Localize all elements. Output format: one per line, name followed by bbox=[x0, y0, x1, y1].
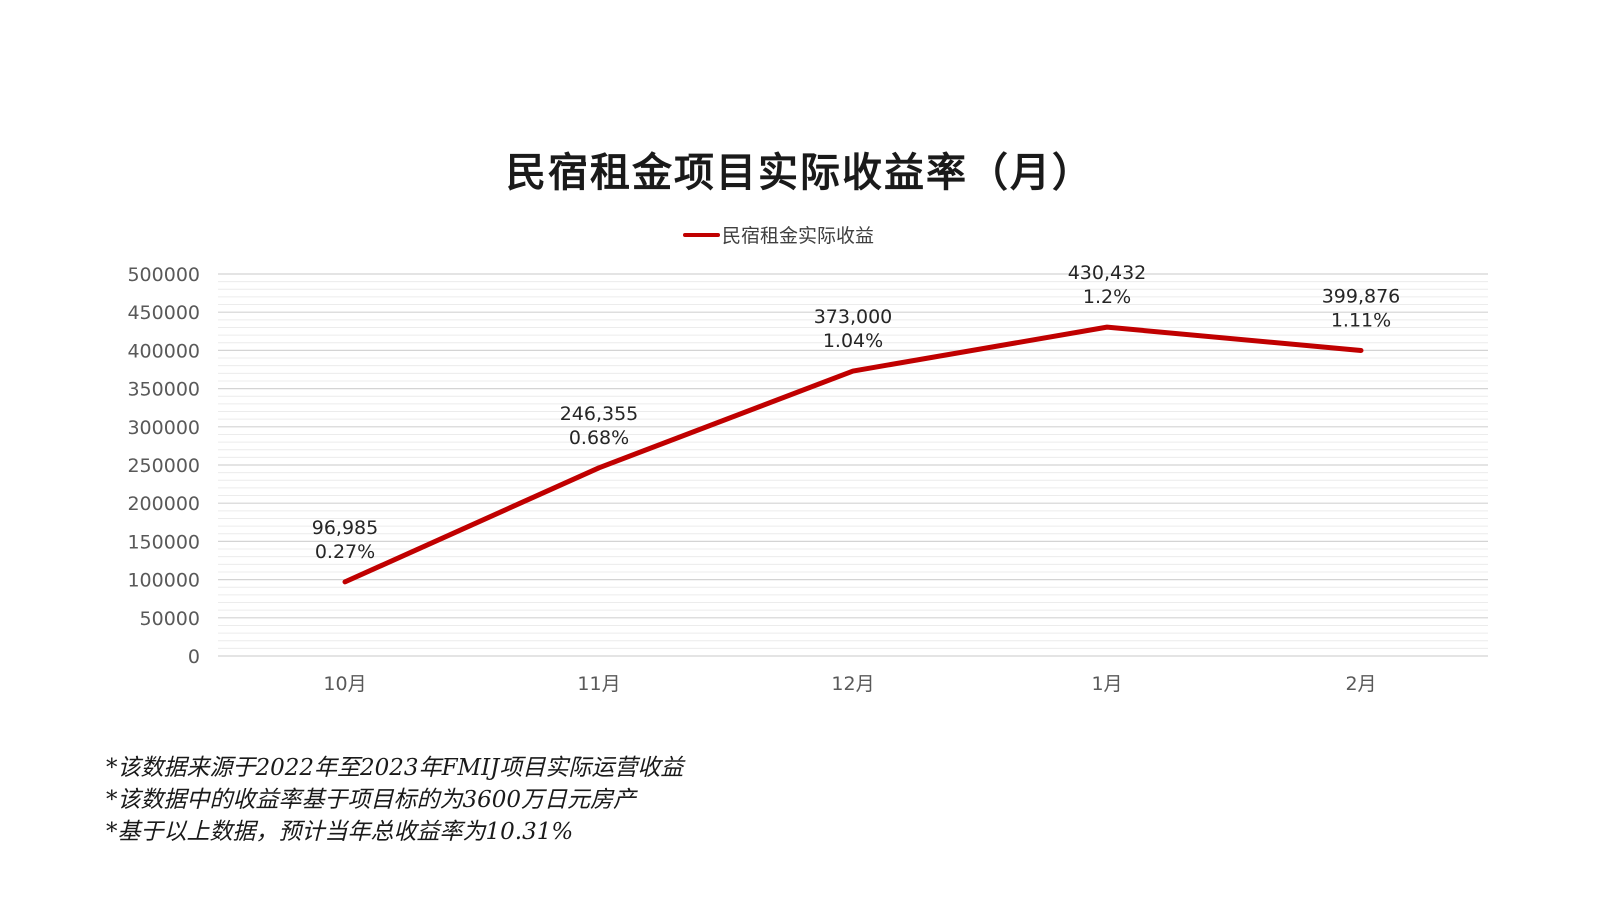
y-tick-label: 200000 bbox=[127, 493, 200, 515]
x-tick-label: 11月 bbox=[577, 673, 620, 695]
y-tick-label: 0 bbox=[188, 646, 200, 668]
y-tick-label: 400000 bbox=[127, 340, 200, 362]
data-label-value: 246,355 bbox=[560, 403, 639, 425]
data-label-rate: 1.2% bbox=[1083, 286, 1131, 308]
footnote-source: *该数据来源于2022年至2023年FMIJ项目实际运营收益 bbox=[106, 755, 684, 781]
y-axis-ticks: 0 50000 100000 150000 200000 250000 300000 3500… bbox=[127, 264, 200, 668]
data-label-rate: 0.68% bbox=[569, 427, 629, 449]
x-tick-label: 1月 bbox=[1091, 673, 1122, 695]
x-tick-label: 2月 bbox=[1345, 673, 1376, 695]
chart-legend: 民宿租金实际收益 bbox=[683, 225, 874, 247]
data-label-rate: 1.11% bbox=[1331, 309, 1391, 331]
y-tick-label: 500000 bbox=[127, 264, 200, 286]
footnotes: *该数据来源于2022年至2023年FMIJ项目实际运营收益 *该数据中的收益率… bbox=[106, 752, 683, 848]
data-label-rate: 0.27% bbox=[315, 541, 375, 563]
x-axis-ticks: 10月 11月 12月 1月 2月 bbox=[323, 673, 1376, 695]
footnote-basis: *该数据中的收益率基于项目标的为3600万日元房产 bbox=[106, 787, 637, 813]
y-tick-label: 100000 bbox=[127, 570, 200, 592]
legend-label: 民宿租金实际收益 bbox=[722, 225, 874, 247]
y-tick-label: 50000 bbox=[140, 608, 200, 630]
grid-layer bbox=[218, 273, 1488, 657]
y-tick-label: 350000 bbox=[127, 379, 200, 401]
data-label-value: 96,985 bbox=[312, 517, 378, 539]
series-line bbox=[342, 324, 1364, 585]
x-tick-label: 12月 bbox=[831, 673, 874, 695]
y-tick-label: 450000 bbox=[127, 302, 200, 324]
series-layer bbox=[342, 324, 1364, 585]
data-label-value: 399,876 bbox=[1322, 285, 1401, 307]
y-tick-label: 300000 bbox=[127, 417, 200, 439]
data-label-rate: 1.04% bbox=[823, 330, 883, 352]
data-label-value: 373,000 bbox=[814, 306, 893, 328]
y-tick-label: 250000 bbox=[127, 455, 200, 477]
x-tick-label: 10月 bbox=[323, 673, 366, 695]
chart-title: 民宿租金项目实际收益率（月） bbox=[506, 149, 1094, 196]
footnote-estimate: *基于以上数据，预计当年总收益率为10.31% bbox=[106, 819, 574, 845]
data-label-value: 430,432 bbox=[1068, 262, 1147, 284]
y-tick-label: 150000 bbox=[127, 531, 200, 553]
